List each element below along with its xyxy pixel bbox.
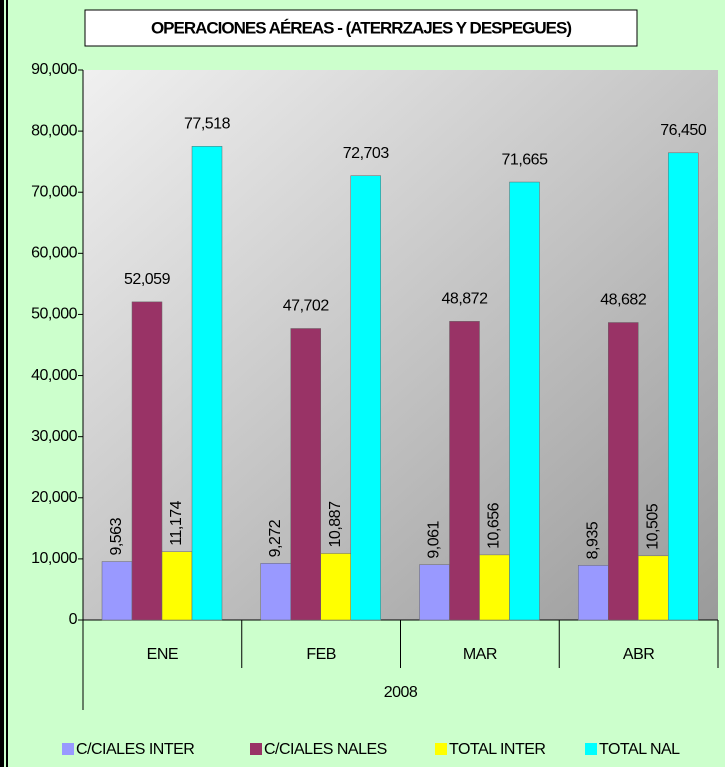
y-tick-label: 30,000 bbox=[31, 428, 78, 445]
data-label: 9,563 bbox=[108, 517, 125, 555]
data-label: 9,272 bbox=[267, 519, 284, 557]
data-label: 76,450 bbox=[660, 122, 707, 139]
bar bbox=[509, 181, 540, 621]
x-tick-label: ABR bbox=[623, 646, 654, 663]
data-label: 71,665 bbox=[502, 151, 549, 168]
y-tick-label: 70,000 bbox=[31, 183, 78, 200]
y-tick-label: 60,000 bbox=[31, 245, 78, 262]
y-tick-label: 50,000 bbox=[31, 306, 78, 323]
y-tick-label: 80,000 bbox=[31, 122, 78, 139]
legend-label: TOTAL INTER bbox=[449, 741, 545, 758]
data-label: 72,703 bbox=[343, 145, 390, 162]
x-tick-label: FEB bbox=[306, 646, 336, 663]
legend-swatch bbox=[585, 743, 597, 755]
data-label: 47,702 bbox=[283, 298, 330, 315]
x-tick-label: MAR bbox=[463, 646, 497, 663]
legend-label: C/CIALES NALES bbox=[264, 741, 387, 758]
bar bbox=[350, 175, 381, 621]
y-tick-label: 10,000 bbox=[31, 550, 78, 567]
y-tick-label: 90,000 bbox=[31, 61, 78, 78]
bar bbox=[260, 563, 291, 621]
y-tick-label: 20,000 bbox=[31, 489, 78, 506]
bar bbox=[668, 152, 699, 621]
data-label: 10,656 bbox=[486, 502, 503, 549]
data-label: 48,872 bbox=[442, 291, 489, 308]
data-label: 9,061 bbox=[426, 520, 443, 558]
bar bbox=[131, 301, 163, 621]
bar bbox=[578, 565, 609, 621]
legend-swatch bbox=[62, 743, 74, 755]
data-label: 11,174 bbox=[168, 500, 185, 545]
left-border bbox=[0, 0, 4, 767]
bar bbox=[290, 328, 321, 621]
bar bbox=[320, 553, 351, 621]
legend-label: C/CIALES INTER bbox=[76, 741, 194, 758]
bar bbox=[608, 322, 639, 621]
data-label: 77,518 bbox=[184, 115, 231, 132]
legend-swatch bbox=[435, 743, 447, 755]
bar bbox=[161, 551, 193, 621]
x-group-label: 2008 bbox=[384, 684, 418, 701]
bar bbox=[638, 555, 669, 621]
title-box bbox=[84, 9, 638, 47]
bar bbox=[449, 321, 480, 621]
data-label: 48,682 bbox=[600, 292, 647, 309]
bar bbox=[419, 564, 450, 621]
y-tick-label: 0 bbox=[69, 611, 78, 628]
x-tick-label: ENE bbox=[147, 646, 178, 663]
bar bbox=[479, 554, 510, 621]
data-label: 52,059 bbox=[124, 271, 171, 288]
data-label: 10,887 bbox=[327, 501, 344, 548]
data-label: 10,505 bbox=[644, 503, 661, 550]
legend-swatch bbox=[250, 743, 262, 755]
data-label: 8,935 bbox=[584, 521, 601, 559]
left-border bbox=[6, 0, 8, 767]
y-tick-label: 40,000 bbox=[31, 367, 78, 384]
bar bbox=[191, 146, 223, 621]
chart-title: OPERACIONES AÉREAS - (ATERRZAJES Y DESPE… bbox=[151, 18, 571, 37]
legend-label: TOTAL NAL bbox=[599, 741, 680, 758]
bar bbox=[101, 561, 133, 621]
